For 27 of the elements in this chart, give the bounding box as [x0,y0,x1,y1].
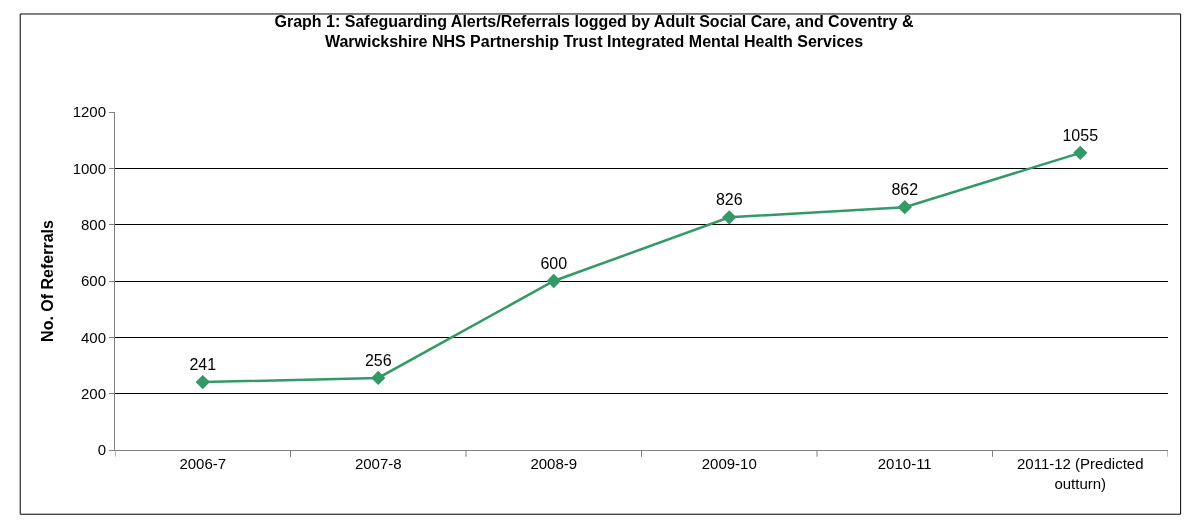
y-tick-label: 400 [80,328,106,346]
y-tick-label: 600 [80,272,106,290]
chart-title: Graph 1: Safeguarding Alerts/Referrals logged by Adult Social Care, and Coventry & Warwickshire NHS Partnership Trust Integrated Mental Health Services [274,12,914,51]
y-axis-title: No. Of Referrals [38,219,56,342]
x-tick-label: 2011-12 (Predicted outturn) [1017,455,1144,492]
data-label: 862 [891,181,919,199]
x-tick-label: 2007-8 [354,455,402,472]
data-label: 241 [189,356,217,374]
data-label: 1055 [1062,126,1099,144]
x-tick-label: 2008-9 [530,455,578,472]
point [546,273,561,289]
point [722,210,737,225]
y-tick-label: 800 [80,215,106,233]
point [195,374,210,390]
data-label: 600 [540,255,568,273]
data-label: 256 [364,352,392,370]
x-tick-label: 2006-7 [179,455,227,472]
point [371,370,386,386]
point [1073,145,1088,160]
y-tick-label: 0 [97,441,106,459]
x-tick-label: 2009-10 [701,455,757,472]
x-tick-label: 2010-11 [877,455,932,472]
point [897,200,912,215]
y-tick-label: 200 [80,384,106,402]
y-tick-label: 1000 [72,159,106,177]
data-label: 826 [715,191,743,209]
y-tick-label: 1200 [72,103,106,121]
